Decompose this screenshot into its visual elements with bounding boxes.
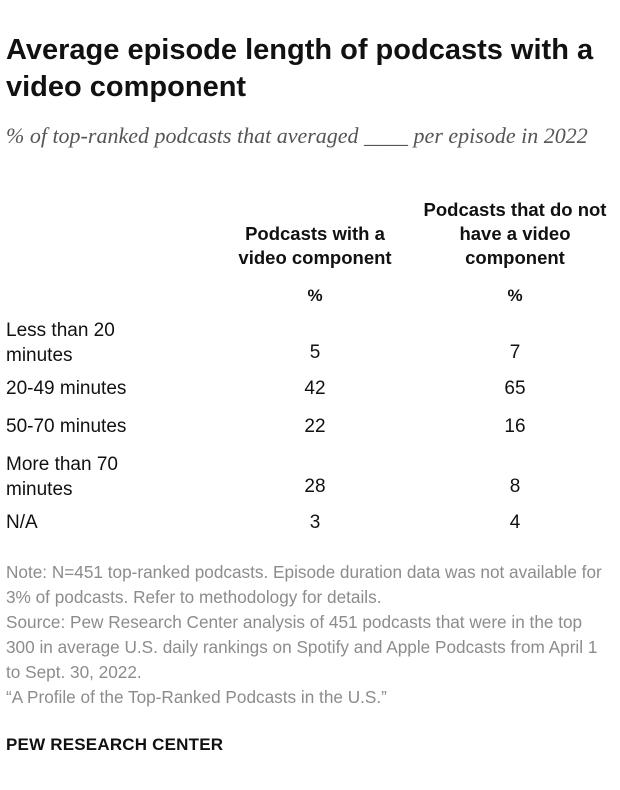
value-cell-video: 22: [304, 416, 326, 437]
row-label: More than 70 minutes: [6, 454, 118, 500]
chart-subtitle: % of top-ranked podcasts that averaged _…: [6, 123, 588, 148]
value-cell-video: 28: [304, 476, 326, 497]
value-cell-video: 42: [304, 378, 326, 399]
source-text: Source: Pew Research Center analysis of …: [6, 612, 598, 682]
value-cell-no-video: 8: [509, 476, 521, 497]
value-cell-no-video: 16: [504, 416, 526, 437]
column-header-no-video: Podcasts that do not have a video compon…: [423, 199, 607, 268]
row-label: Less than 20 minutes: [6, 320, 115, 366]
value-cell-video: 3: [309, 512, 321, 533]
report-title: “A Profile of the Top-Ranked Podcasts in…: [6, 687, 387, 707]
value-cell-video: 5: [309, 342, 321, 363]
column-unit-no-video: %: [507, 286, 523, 305]
row-label: 50-70 minutes: [6, 416, 127, 437]
column-header-video: Podcasts with a video component: [238, 223, 392, 268]
footnotes: Note: N=451 top-ranked podcasts. Episode…: [6, 560, 606, 710]
value-cell-no-video: 7: [509, 342, 521, 363]
note-text: Note: N=451 top-ranked podcasts. Episode…: [6, 562, 602, 607]
chart-title: Average episode length of podcasts with …: [6, 34, 594, 103]
row-label: 20-49 minutes: [6, 378, 127, 399]
value-cell-no-video: 65: [504, 378, 526, 399]
row-label: N/A: [6, 512, 38, 533]
value-cell-no-video: 4: [509, 512, 521, 533]
column-unit-video: %: [307, 286, 323, 305]
brand-logo-text: PEW RESEARCH CENTER: [6, 735, 224, 754]
